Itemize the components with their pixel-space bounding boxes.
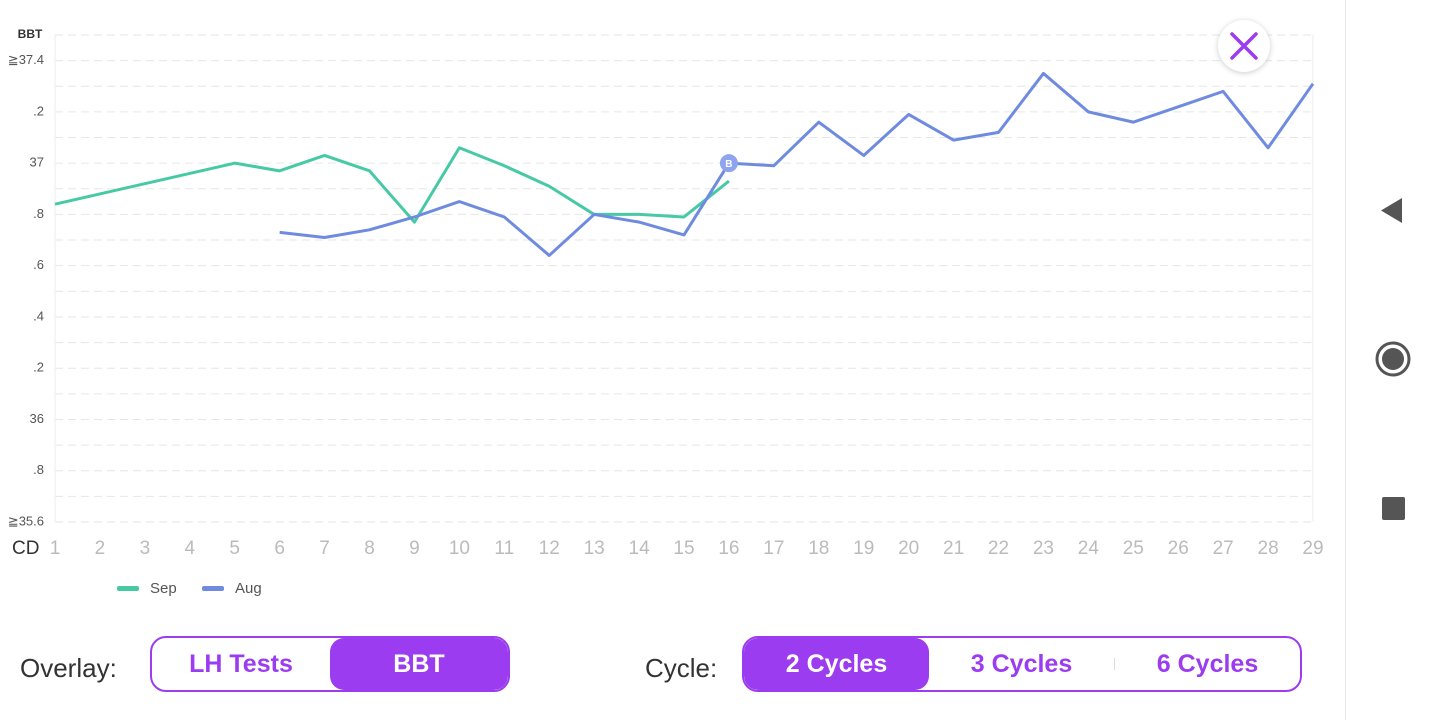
x-tick-label: 21 (943, 538, 964, 559)
toggle-option[interactable]: 3 Cycles (970, 649, 1073, 678)
back-button[interactable] (1381, 198, 1402, 223)
toggle-option[interactable]: LH Tests (189, 649, 293, 678)
y-tick-label: .4 (33, 308, 44, 323)
x-tick-label: 18 (808, 538, 829, 559)
x-tick-label: 3 (140, 538, 151, 559)
x-tick-label: 22 (988, 538, 1009, 559)
x-tick-label: 6 (274, 538, 285, 559)
legend-label: Sep (150, 580, 177, 597)
y-tick-label: .8 (33, 206, 44, 221)
legend-swatch (117, 586, 139, 591)
y-tick-label: .6 (33, 257, 44, 272)
y-tick-label: 36 (30, 411, 44, 426)
nav-bar (1345, 0, 1440, 720)
nav-icons (1375, 198, 1411, 520)
x-tick-label: 9 (409, 538, 420, 559)
overlay-toggle: LH Tests BBT (150, 636, 510, 692)
y-tick-label: ≧35.6 (8, 513, 44, 528)
toggle-option[interactable]: 2 Cycles (744, 638, 929, 690)
series-line (279, 71, 1315, 257)
x-tick-label: 28 (1258, 538, 1279, 559)
x-tick-label: 4 (184, 538, 195, 559)
cycle-label: Cycle: (645, 653, 718, 683)
y-axis-label: BBT (18, 27, 43, 41)
x-tick-label: 25 (1123, 538, 1144, 559)
x-tick-label: 14 (629, 538, 651, 559)
y-tick-label: .2 (33, 360, 44, 375)
recents-button[interactable] (1382, 497, 1405, 520)
y-tick-label: .2 (33, 103, 44, 118)
home-button[interactable] (1375, 341, 1411, 377)
overlay-label: Overlay: (20, 653, 117, 683)
x-tick-label: 26 (1168, 538, 1189, 559)
x-tick-label: 12 (539, 538, 560, 559)
close-button[interactable] (1216, 18, 1272, 74)
x-tick-label: 7 (319, 538, 330, 559)
x-tick-label: 8 (364, 538, 375, 559)
x-tick-label: 10 (449, 538, 470, 559)
x-tick-label: 2 (95, 538, 106, 559)
y-tick-label: .8 (33, 462, 44, 477)
legend-label: Aug (235, 580, 262, 597)
x-tick-label: 11 (494, 538, 514, 559)
toggle-option[interactable]: 6 Cycles (1156, 649, 1259, 678)
x-tick-label: 20 (898, 538, 919, 559)
x-tick-label: 23 (1033, 538, 1054, 559)
x-tick-label: 15 (673, 538, 694, 559)
point-marker (719, 154, 738, 173)
cycle-toggle: 2 Cycles 3 Cycles 6 Cycles (742, 636, 1302, 692)
legend-swatch (202, 586, 224, 591)
toggle-option[interactable]: BBT (330, 638, 508, 690)
x-tick-label: 5 (229, 538, 240, 559)
x-tick-label: 27 (1213, 538, 1234, 559)
separator (1114, 658, 1115, 670)
series-line (54, 146, 730, 224)
x-tick-label: 1 (50, 538, 61, 559)
y-tick-label: ≧37.4 (8, 52, 44, 67)
marker-label: B (725, 159, 732, 170)
x-tick-label: 13 (584, 538, 605, 559)
x-axis-label: CD (12, 538, 39, 559)
x-tick-label: 19 (853, 538, 874, 559)
x-tick-label: 16 (718, 538, 739, 559)
y-tick-label: 37 (30, 155, 44, 170)
x-tick-label: 29 (1302, 538, 1323, 559)
chart: BBT CD ≧35.6.836.2.4.6.837.2≧37.41 2 3 4 5 6 7… (8, 27, 1324, 597)
x-tick-label: 24 (1078, 538, 1100, 559)
x-tick-label: 17 (763, 538, 784, 559)
